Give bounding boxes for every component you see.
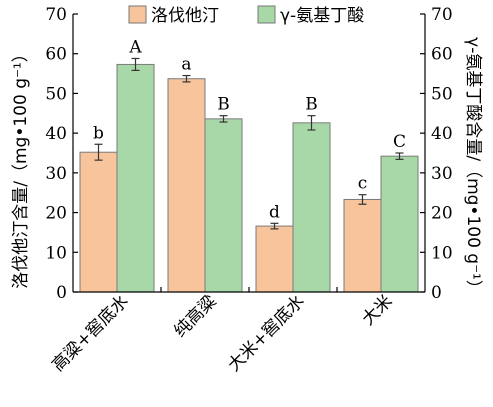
y-tick-label-right-4: 40 [431,124,453,144]
x-tick-label-3: 大米 [358,291,396,329]
significance-label-1-1: B [217,95,230,115]
x-tick-label-0: 高粱+窖底水 [48,291,132,375]
y-tick-label-right-0: 0 [431,283,442,303]
y-tick-label-left-0: 0 [56,283,67,303]
significance-label-1-2: B [305,95,318,115]
legend: 洛伐他汀 γ-氨基丁酸 [128,5,364,26]
bar-lovastatin-1 [167,78,206,293]
y-tick-label-left-6: 60 [45,45,67,65]
y-tick-label-left-4: 40 [45,124,67,144]
y-tick-label-left-3: 30 [45,164,67,184]
bar-lovastatin-3 [343,198,382,293]
y-axis-title-left: 洛伐他汀含量/（mg•100 g⁻¹） [11,45,31,289]
legend-swatch-lovastatin [128,5,147,24]
significance-label-0-0: b [93,123,104,143]
plot-area: b Aa Bd Bc C 0 10 20 30 40 50 60 70 0 10 20 30 40 50 60 70 高粱… [45,5,452,376]
y-tick-label-right-6: 60 [431,45,453,65]
y-tick-label-right-5: 50 [431,84,453,104]
x-tick-label-1: 纯高粱 [170,291,220,341]
legend-label-gaba: γ-氨基丁酸 [280,6,364,26]
bar-gaba-1 [204,118,243,293]
bar-gaba-2 [292,122,331,293]
bar-gaba-3 [380,155,419,293]
y-tick-label-right-2: 20 [431,204,453,224]
x-tick-label-2: 大米+窖底水 [224,291,308,375]
y-axis-title-right: γ-氨基丁酸含量/（mg•100 g⁻¹） [463,37,483,297]
y-tick-label-right-7: 70 [431,5,453,25]
legend-label-lovastatin: 洛伐他汀 [151,6,219,26]
bar-lovastatin-2 [255,225,294,293]
significance-label-0-3: c [358,174,368,194]
significance-label-1-0: A [128,37,142,57]
legend-swatch-gaba [257,5,276,24]
significance-label-0-2: d [269,202,280,222]
significance-label-0-1: a [181,55,191,75]
bar-lovastatin-0 [79,151,118,293]
significance-label-1-3: C [393,132,406,152]
y-tick-label-left-5: 50 [45,84,67,104]
y-tick-label-left-2: 20 [45,204,67,224]
y-tick-label-left-7: 70 [45,5,67,25]
y-tick-label-right-1: 10 [431,243,453,263]
bar-gaba-0 [116,63,155,293]
y-tick-label-right-3: 30 [431,164,453,184]
y-tick-label-left-1: 10 [45,243,67,263]
